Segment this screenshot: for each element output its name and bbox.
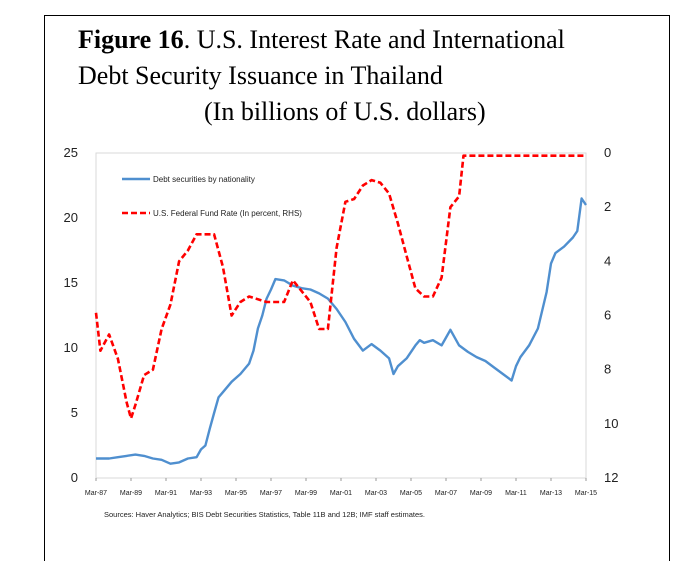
figure-frame <box>44 15 670 561</box>
x-axis-tick-label: Mar-99 <box>295 490 317 497</box>
right-axis-tick-label: 2 <box>604 199 611 214</box>
x-axis-tick-label: Mar-97 <box>260 490 282 497</box>
x-axis-tick-label: Mar-03 <box>365 490 387 497</box>
x-axis-tick-label: Mar-07 <box>435 490 457 497</box>
debt-securities-line <box>96 197 587 465</box>
right-axis-tick-label: 10 <box>604 416 618 431</box>
legend-debt-label: Debt securities by nationality <box>153 175 255 184</box>
left-axis-tick-label: 5 <box>71 405 78 420</box>
x-axis-tick-label: Mar-15 <box>575 490 597 497</box>
x-axis-tick-label: Mar-01 <box>330 490 352 497</box>
legend-fed-label: U.S. Federal Fund Rate (In percent, RHS) <box>153 209 302 218</box>
right-axis-tick-label: 8 <box>604 362 611 377</box>
frame-stub <box>44 540 45 561</box>
x-axis-tick-label: Mar-05 <box>400 490 422 497</box>
x-axis-tick-label: Mar-91 <box>155 490 177 497</box>
x-axis-tick-label: Mar-09 <box>470 490 492 497</box>
figure-title-text: . U.S. Interest Rate and International <box>183 25 565 54</box>
x-axis-tick-label: Mar-11 <box>505 490 527 497</box>
figure-label: Figure 16 <box>78 25 184 54</box>
left-axis-tick-label: 0 <box>71 470 78 485</box>
right-axis-tick-label: 6 <box>604 308 611 323</box>
x-axis-tick-label: Mar-89 <box>120 490 142 497</box>
x-axis-tick-label: Mar-93 <box>190 490 212 497</box>
left-axis-tick-label: 20 <box>64 210 78 225</box>
fed-funds-rate-line <box>94 154 586 420</box>
source-note: Sources: Haver Analytics; BIS Debt Secur… <box>104 510 425 519</box>
figure-subtitle: (In billions of U.S. dollars) <box>204 97 486 126</box>
left-axis-tick-label: 10 <box>64 340 78 355</box>
figure-title-line-2: Debt Security Issuance in Thailand <box>78 61 443 90</box>
right-axis-tick-label: 0 <box>604 145 611 160</box>
x-axis-tick-label: Mar-87 <box>85 490 107 497</box>
x-axis-tick-label: Mar-13 <box>540 490 562 497</box>
figure-title-line-1: Figure 16. U.S. Interest Rate and Intern… <box>78 24 565 56</box>
left-axis-tick-label: 15 <box>64 275 78 290</box>
right-axis-tick-label: 12 <box>604 470 618 485</box>
left-axis-tick-label: 25 <box>64 145 78 160</box>
right-axis-tick-label: 4 <box>604 253 611 268</box>
x-axis-tick-label: Mar-95 <box>225 490 247 497</box>
